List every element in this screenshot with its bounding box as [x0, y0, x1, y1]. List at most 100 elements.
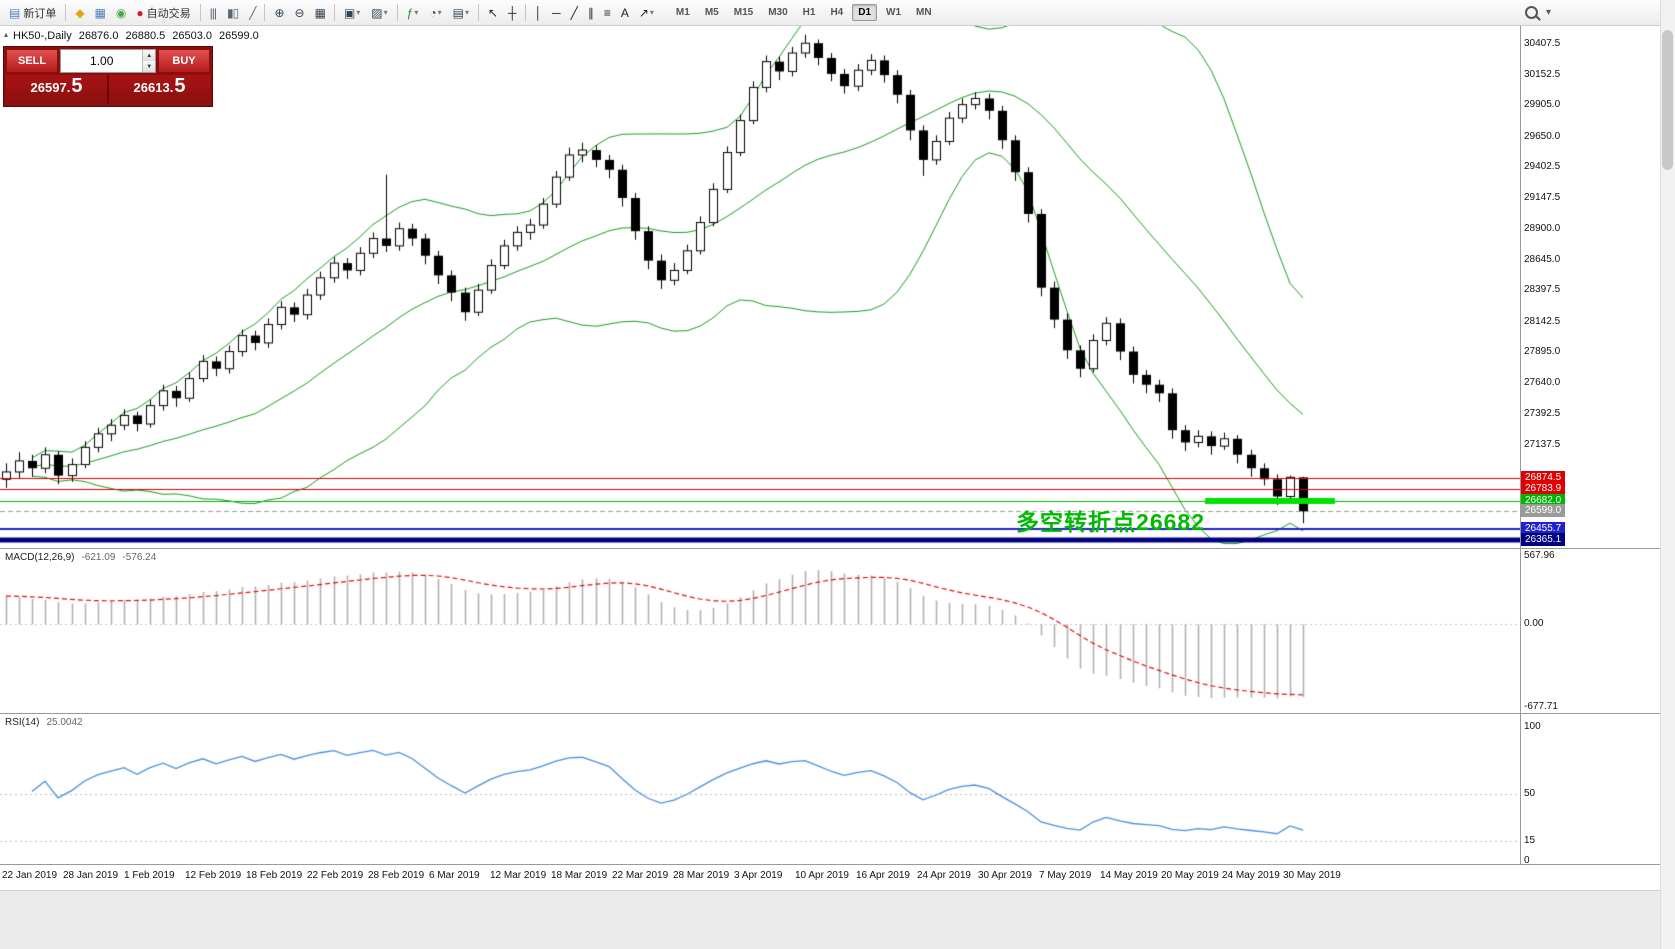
symbol-period-label: HK50-,Daily [13, 30, 72, 42]
market-watch-icon: ▦ [94, 5, 106, 20]
price-line-label: 26455.7 [1521, 521, 1566, 535]
date-label: 22 Jan 2019 [2, 870, 58, 881]
candlestick-mode-icon[interactable]: ▮▯ [222, 2, 243, 24]
volume-decrease-icon[interactable]: ▼ [143, 61, 155, 72]
vertical-line-icon[interactable]: │ [530, 2, 547, 24]
timeframe-m30[interactable]: M30 [768, 7, 788, 18]
y-axis-label: 27640.0 [1524, 377, 1561, 389]
trendline-icon[interactable]: ╱ [566, 2, 582, 24]
volume-increase-icon[interactable]: ▲ [143, 50, 155, 61]
macd-value-main: -621.09 [81, 552, 116, 563]
new-order-button-label: 新订单 [23, 7, 57, 20]
arrows-icon[interactable]: ↗ ▾ [634, 2, 659, 24]
channel-icon[interactable]: ∥ [583, 2, 598, 24]
one-click-trading-panel: SELL ▲ ▼ BUY 26597. 5 [3, 46, 213, 107]
text-icon[interactable]: A [616, 2, 633, 24]
timeframe-h4[interactable]: H4 [830, 7, 844, 18]
y-axis-label: 29402.5 [1524, 160, 1561, 172]
sell-price-main: 26597. [30, 80, 71, 95]
price-chart-canvas[interactable] [0, 26, 1520, 548]
macd-axis-label: 0.00 [1524, 618, 1544, 630]
chart-header: ▴ HK50-,Daily 26876.0 26880.5 26503.0 26… [4, 30, 259, 42]
bar-chart-mode-icon[interactable]: ||| [205, 2, 221, 24]
periods-icon[interactable]: ◔ ▾ [424, 2, 446, 24]
rsi-axis-label: 15 [1524, 834, 1536, 846]
buy-button[interactable]: BUY [158, 49, 210, 73]
date-label: 30 May 2019 [1283, 870, 1341, 881]
macd-label: MACD(12,26,9) -621.09 -576.24 [5, 552, 156, 563]
timeframe-m1[interactable]: M1 [675, 7, 690, 18]
sell-button[interactable]: SELL [6, 49, 58, 73]
sell-price-display: 26597. 5 [6, 75, 109, 104]
profiles-icon: ▨ [371, 5, 382, 20]
timeframe-d1[interactable]: D1 [852, 4, 878, 21]
date-label: 20 May 2019 [1161, 870, 1219, 881]
date-label: 22 Mar 2019 [612, 870, 669, 881]
rsi-axis-label: 0 [1524, 855, 1530, 866]
ohlc-low: 26503.0 [172, 30, 212, 42]
market-watch-icon[interactable]: ▦ [90, 2, 110, 24]
search-icon[interactable] [1524, 6, 1538, 19]
cursor-icon[interactable]: ↖ [483, 2, 502, 24]
vertical-scrollbar[interactable] [1660, 0, 1675, 949]
timeframe-mn[interactable]: MN [916, 7, 932, 18]
date-label: 28 Feb 2019 [368, 870, 425, 881]
scrollbar-thumb[interactable] [1662, 30, 1673, 170]
date-label: 10 Apr 2019 [795, 870, 849, 881]
y-axis-label: 27895.0 [1524, 346, 1561, 358]
ohlc-open: 26876.0 [78, 30, 119, 42]
crosshair-icon[interactable]: ┼ [503, 2, 521, 24]
toolbar-separator [264, 4, 266, 21]
date-label: 18 Feb 2019 [246, 870, 303, 881]
data-window-icon[interactable]: ◉ [111, 2, 130, 24]
price-chart-panel: ▴ HK50-,Daily 26876.0 26880.5 26503.0 26… [0, 26, 1661, 548]
y-axis-label: 28397.5 [1524, 284, 1561, 296]
date-label: 7 May 2019 [1039, 870, 1092, 881]
date-label: 12 Feb 2019 [185, 870, 242, 881]
main-toolbar: ▤ 新订单 ◆ ▦ ◉ ● 自动交易 ||| ▮▯ ╱ ⊕ ⊖ ▦ ▣ ▾ ▨ ▾ ƒ ▾ ◔ ▾ ▤ ▾ ↖ ┼ │ ─ ╱ ∥ ≡ A ↗… [0, 0, 1675, 26]
toolbar-separator [524, 4, 526, 21]
new-order-button[interactable]: ▤ 新订单 [4, 2, 61, 24]
zoom-out-icon[interactable]: ⊖ [290, 2, 309, 24]
autotrade-button-label: 自动交易 [146, 7, 191, 20]
templates-icon[interactable]: ▤ ▾ [448, 2, 474, 24]
mql5-community-icon[interactable]: ◆ [70, 2, 88, 24]
y-axis-label: 27392.5 [1524, 407, 1561, 419]
macd-axis-label: 567.96 [1524, 550, 1555, 561]
toolbar-separator [477, 4, 479, 21]
macd-canvas[interactable] [0, 549, 1520, 713]
tile-windows-icon[interactable]: ▦ [310, 2, 330, 24]
toolbar-separator [65, 4, 67, 21]
y-axis-label: 30152.5 [1524, 68, 1561, 80]
data-window-icon: ◉ [115, 5, 127, 20]
horizontal-line-icon[interactable]: ─ [547, 2, 565, 24]
autotrade-button[interactable]: ● 自动交易 [131, 2, 195, 24]
rsi-label: RSI(14) 25.0042 [5, 717, 83, 728]
arrows-icon: ↗ [638, 5, 649, 20]
zoom-in-icon: ⊕ [274, 5, 284, 20]
timeframe-h1[interactable]: H1 [802, 7, 816, 18]
y-axis-label: 28900.0 [1524, 222, 1561, 234]
chevron-down-icon: ▾ [464, 8, 469, 17]
fibonacci-icon[interactable]: ≡ [599, 2, 615, 24]
y-axis-label: 30407.5 [1524, 37, 1561, 49]
rsi-canvas[interactable] [0, 714, 1520, 864]
timeframe-m15[interactable]: M15 [733, 7, 754, 18]
collapse-subwindow-icon[interactable]: ▴ [4, 30, 9, 39]
date-label: 18 Mar 2019 [551, 870, 608, 881]
indicators-icon[interactable]: ƒ ▾ [402, 2, 424, 24]
chevron-down-icon[interactable]: ▾ [1545, 7, 1551, 18]
line-chart-mode-icon[interactable]: ╱ [244, 2, 260, 24]
new-chart-icon[interactable]: ▣ ▾ [339, 2, 365, 24]
chevron-down-icon: ▾ [356, 8, 361, 17]
indicators-icon: ƒ [406, 5, 414, 20]
macd-name: MACD(12,26,9) [5, 552, 75, 563]
date-label: 24 May 2019 [1222, 870, 1280, 881]
new-order-icon: ▤ [9, 5, 20, 20]
timeframe-w1[interactable]: W1 [886, 7, 902, 18]
volume-input[interactable] [61, 50, 143, 72]
zoom-in-icon[interactable]: ⊕ [269, 2, 288, 24]
date-label: 12 Mar 2019 [490, 870, 547, 881]
profiles-icon[interactable]: ▨ ▾ [366, 2, 392, 24]
timeframe-m5[interactable]: M5 [704, 7, 719, 18]
